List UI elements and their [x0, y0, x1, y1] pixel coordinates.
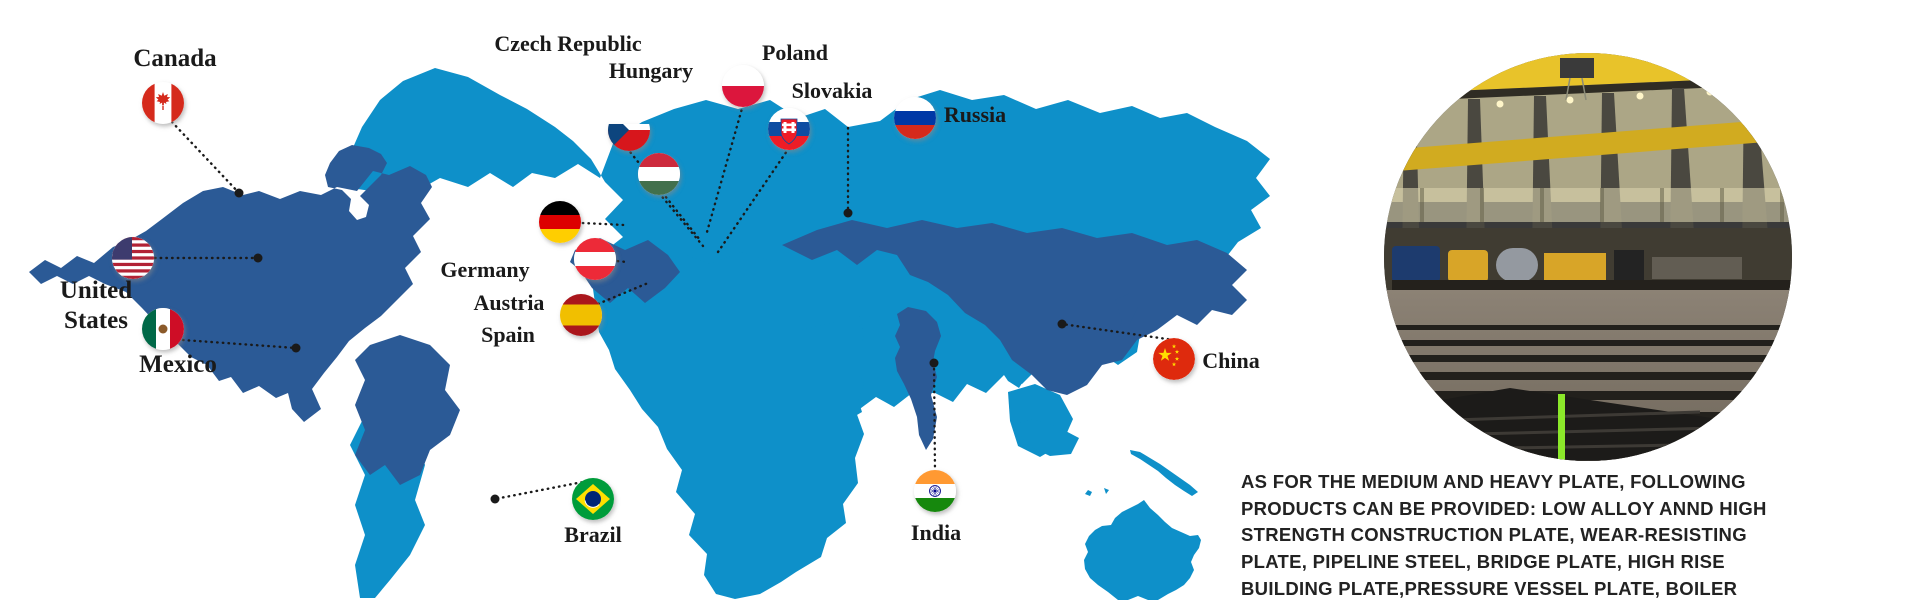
svg-text:Brazil: Brazil [564, 522, 621, 547]
svg-text:Germany: Germany [440, 257, 529, 282]
svg-text:Russia: Russia [944, 102, 1006, 127]
svg-text:Spain: Spain [481, 322, 535, 347]
svg-text:Austria: Austria [474, 290, 545, 315]
svg-text:Hungary: Hungary [609, 58, 693, 83]
svg-text:Slovakia: Slovakia [792, 78, 873, 103]
svg-text:Mexico: Mexico [139, 351, 217, 378]
svg-text:States: States [64, 307, 128, 334]
svg-text:Canada: Canada [133, 45, 217, 72]
svg-text:United: United [60, 277, 132, 304]
svg-text:Poland: Poland [762, 40, 828, 65]
svg-text:India: India [911, 520, 961, 545]
svg-text:Czech Republic: Czech Republic [494, 31, 642, 56]
svg-text:China: China [1202, 348, 1259, 373]
